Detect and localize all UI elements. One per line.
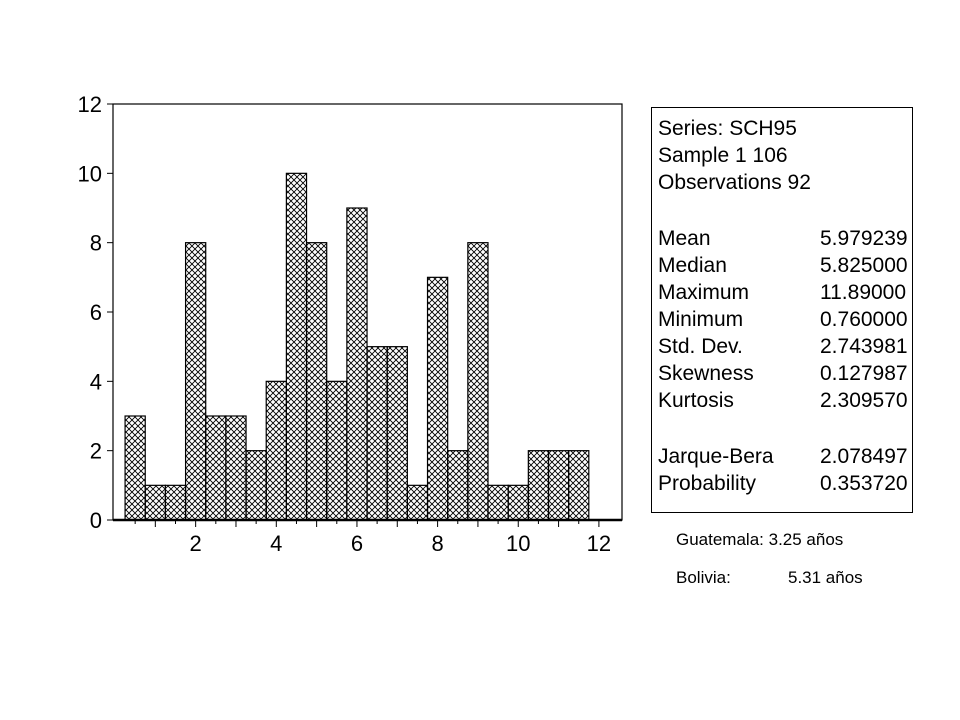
y-tick-label: 8 — [90, 231, 102, 256]
stat-row: Skewness 0.127987 — [658, 360, 908, 387]
histogram-bar — [487, 484, 509, 521]
stat-label: Jarque-Bera — [658, 445, 774, 468]
guatemala-value: 3.25 años — [768, 530, 844, 549]
stat-row: Maximum 11.89000 — [658, 279, 906, 306]
stat-label: Probability — [658, 472, 757, 495]
histogram-bar — [285, 172, 308, 521]
observations-count: Observations 92 — [658, 171, 811, 194]
stat-value: 0.760000 — [820, 308, 908, 331]
stat-row: Mean 5.979239 — [658, 225, 908, 252]
stat-label: Minimum — [658, 308, 744, 331]
histogram-bar — [205, 415, 227, 521]
stat-label: Maximum — [658, 281, 750, 304]
y-tick-label: 0 — [90, 508, 102, 533]
histogram-bar — [467, 242, 489, 521]
stat-value: 2.309570 — [820, 389, 908, 412]
sample-range: Sample 1 106 — [658, 144, 788, 167]
stat-value: 2.743981 — [820, 335, 908, 358]
histogram-bar — [164, 484, 187, 521]
histogram-bar — [124, 415, 146, 521]
histogram-bar — [144, 484, 167, 521]
stat-value: 5.825000 — [820, 254, 908, 277]
stat-label: Median — [658, 254, 727, 277]
histogram-bar — [386, 346, 408, 521]
stat-row: Kurtosis 2.309570 — [658, 387, 908, 414]
x-tick-label: 8 — [431, 531, 443, 556]
stat-row: Median 5.825000 — [658, 252, 908, 279]
y-tick-label: 12 — [78, 92, 102, 117]
histogram-bar — [547, 450, 570, 521]
stat-row: Minimum 0.760000 — [658, 306, 908, 333]
y-tick-label: 10 — [78, 161, 102, 186]
histogram-bar — [225, 415, 247, 521]
statistics-box: Series: SCH95 Sample 1 106 Observations … — [651, 107, 913, 513]
stat-label: Skewness — [658, 362, 754, 385]
series-name: Series: SCH95 — [658, 117, 797, 140]
histogram-bar — [507, 484, 529, 521]
histogram-bar — [346, 207, 368, 521]
guatemala-label: Guatemala: — [676, 530, 764, 549]
x-tick-label: 12 — [587, 531, 611, 556]
axes-layer: 2 4 6 8 10 12 0 2 4 6 8 10 12 — [78, 92, 622, 556]
y-tick-label: 4 — [90, 369, 102, 394]
stat-row: Jarque-Bera 2.078497 — [658, 443, 908, 470]
stat-row: Probability 0.353720 — [658, 470, 908, 497]
stat-value: 0.353720 — [820, 472, 908, 495]
x-tick-label: 10 — [506, 531, 530, 556]
histogram-bar — [527, 450, 550, 521]
histogram-bar — [245, 450, 267, 521]
stat-value: 5.979239 — [820, 227, 908, 250]
bolivia-label: Bolivia: — [676, 568, 731, 587]
histogram-bar — [568, 450, 590, 521]
histogram-bar — [426, 276, 449, 521]
histogram-bar — [265, 380, 287, 521]
y-tick-label: 6 — [90, 300, 102, 325]
x-tick-label: 6 — [351, 531, 363, 556]
x-tick-label: 4 — [270, 531, 282, 556]
stat-row: Std. Dev. 2.743981 — [658, 333, 908, 360]
histogram-bar — [184, 242, 207, 521]
stat-value: 11.89000 — [820, 281, 907, 304]
histogram-bar — [447, 450, 469, 521]
bolivia-note: Bolivia: 5.31 años — [676, 568, 863, 588]
stat-value: 0.127987 — [820, 362, 908, 385]
stat-label: Mean — [658, 227, 711, 250]
histogram-bar — [366, 346, 388, 521]
histogram-bar — [406, 484, 429, 521]
stat-label: Kurtosis — [658, 389, 734, 412]
bars-layer — [124, 172, 590, 521]
guatemala-note: Guatemala: 3.25 años — [676, 530, 843, 550]
histogram-bar — [305, 242, 328, 521]
histogram-bar — [326, 380, 348, 521]
stat-label: Std. Dev. — [658, 335, 743, 358]
x-tick-label: 2 — [190, 531, 202, 556]
y-tick-label: 2 — [90, 439, 102, 464]
stat-value: 2.078497 — [820, 445, 908, 468]
bolivia-value: 5.31 años — [788, 568, 863, 587]
